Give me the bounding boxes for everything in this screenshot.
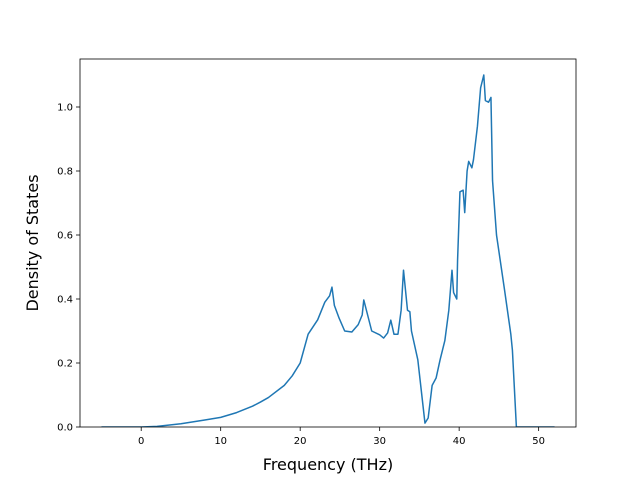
y-tick-label: 0.0 <box>57 423 73 434</box>
x-tick-label: 10 <box>214 436 227 447</box>
x-axis-label: Frequency (THz) <box>263 455 393 474</box>
y-tick-label: 1.0 <box>57 103 73 114</box>
x-tick-label: 50 <box>532 436 545 447</box>
plot-frame <box>79 58 577 428</box>
y-tick-label: 0.2 <box>57 359 73 370</box>
x-tick-label: 30 <box>373 436 386 447</box>
y-tick-label: 0.8 <box>57 167 73 178</box>
line <box>101 74 555 427</box>
y-tick-label: 0.4 <box>57 295 73 306</box>
x-tick-label: 0 <box>138 436 144 447</box>
x-tick-label: 20 <box>294 436 307 447</box>
y-axis-label: Density of States <box>23 174 42 311</box>
y-tick-label: 0.6 <box>57 231 73 242</box>
x-tick-label: 40 <box>453 436 466 447</box>
